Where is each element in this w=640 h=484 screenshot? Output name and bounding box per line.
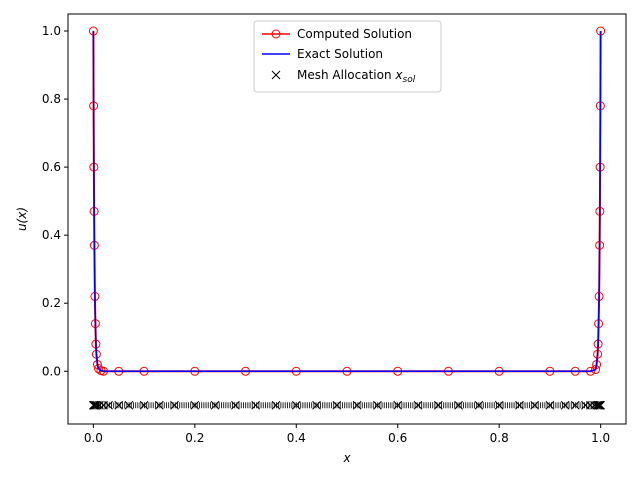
exact-solution-line xyxy=(92,31,602,373)
legend-mesh-label: Mesh Allocation xsol xyxy=(297,68,416,85)
mesh-point xyxy=(592,400,601,410)
legend-mesh-label-main: Mesh Allocation xyxy=(297,68,395,82)
mesh-point xyxy=(251,400,261,410)
x-tick-label: 1.0 xyxy=(591,431,610,445)
legend-computed-label: Computed Solution xyxy=(297,27,412,41)
x-tick-label: 0.0 xyxy=(84,431,103,445)
mesh-point xyxy=(515,400,524,410)
legend-computed-marker xyxy=(271,29,281,39)
y-tick-label: 0.0 xyxy=(42,364,61,378)
computed-solution-point xyxy=(93,364,103,374)
legend-mesh-label-sub: sol xyxy=(403,75,416,85)
legend: Computed Solution Exact Solution Mesh Al… xyxy=(253,20,442,93)
x-tick-label: 0.2 xyxy=(185,431,204,445)
series-layer xyxy=(88,26,606,410)
y-tick-label: 0.8 xyxy=(42,92,61,106)
y-tick-label: 0.6 xyxy=(42,160,61,174)
legend-mesh-label-var: x xyxy=(394,68,403,82)
y-tick-label: 1.0 xyxy=(42,24,61,38)
x-tick-label: 0.8 xyxy=(490,431,509,445)
computed-solution-point xyxy=(591,365,601,375)
ticks-layer: 0.0 0.2 0.4 0.6 0.8 1.0 0.0 0.2 0.4 0.6 0.8 1.0 xyxy=(42,24,610,445)
mesh-point xyxy=(90,400,100,410)
x-tick-label: 0.4 xyxy=(287,431,306,445)
x-tick-label: 0.6 xyxy=(388,431,407,445)
plot-frame xyxy=(67,13,627,425)
mesh-point xyxy=(95,400,104,410)
legend-frame xyxy=(253,20,442,93)
y-axis-label: u(x) xyxy=(15,207,29,231)
legend-mesh-marker xyxy=(271,70,281,80)
y-tick-label: 0.4 xyxy=(42,228,61,242)
x-axis-label: x xyxy=(342,451,351,465)
y-tick-label: 0.2 xyxy=(42,296,61,310)
legend-exact-label: Exact Solution xyxy=(297,47,383,61)
mesh-point xyxy=(332,400,342,410)
